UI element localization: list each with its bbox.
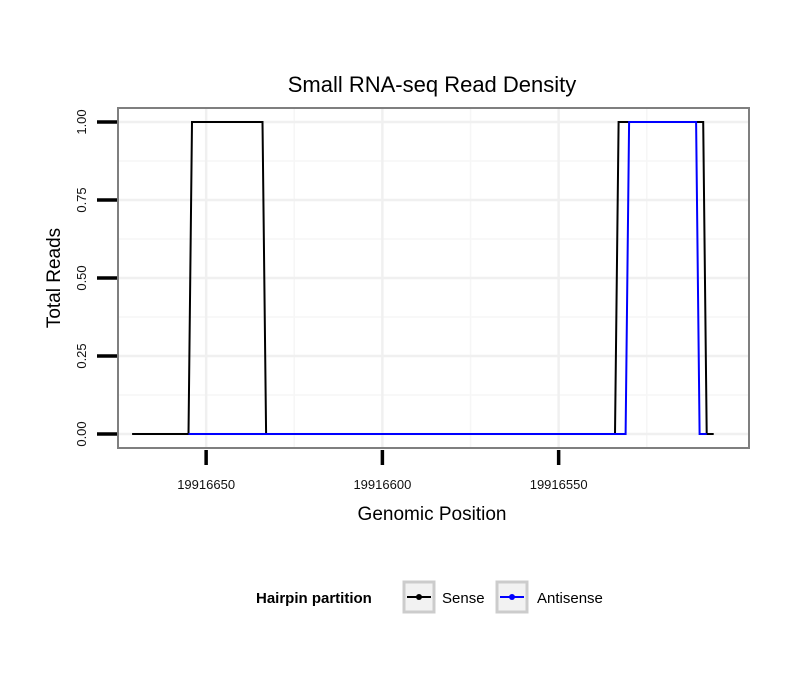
x-tick-label: 19916550 (530, 477, 588, 492)
legend-title: Hairpin partition (256, 590, 372, 607)
legend: Hairpin partition Sense Antisense (256, 580, 603, 614)
series-line-antisense (188, 121, 707, 435)
x-tick-label: 19916650 (177, 477, 235, 492)
series-lines (132, 121, 714, 435)
y-axis: 0.00 0.25 0.50 0.75 1.00 (74, 109, 117, 447)
y-tick-label: 0.00 (74, 421, 89, 446)
y-tick-label: 0.75 (74, 187, 89, 212)
x-axis-title: Genomic Position (358, 504, 507, 525)
y-axis-title: Total Reads (44, 228, 65, 328)
plot-area (117, 107, 750, 449)
x-axis: 19916650 19916600 19916550 (177, 450, 588, 492)
legend-item-sense: Sense (402, 580, 485, 614)
x-tick-label: 19916600 (353, 477, 411, 492)
legend-dot-sense (416, 594, 422, 600)
y-tick-label: 0.50 (74, 265, 89, 290)
plot-border (117, 107, 750, 449)
y-tick-label: 1.00 (74, 109, 89, 134)
legend-item-antisense: Antisense (495, 580, 603, 614)
y-tick-label: 0.25 (74, 343, 89, 368)
legend-label-antisense: Antisense (537, 590, 603, 607)
legend-label-sense: Sense (442, 590, 485, 607)
chart-title: Small RNA-seq Read Density (288, 72, 577, 97)
legend-dot-antisense (509, 594, 515, 600)
